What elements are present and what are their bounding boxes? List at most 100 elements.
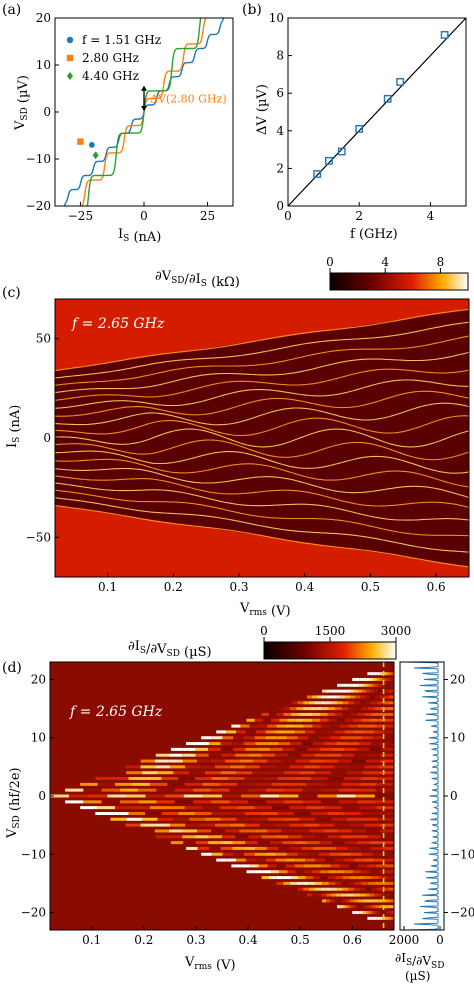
- legend-label: 2.80 GHz: [82, 51, 139, 65]
- frequency-annotation: f = 2.65 GHz: [69, 704, 163, 720]
- delta-v-arrowhead-top: [141, 85, 147, 91]
- shapiro-step-line: [55, 467, 469, 498]
- colorbar-gradient: [263, 641, 397, 660]
- data-marker-square: [77, 138, 84, 145]
- data-marker-diamond: [92, 151, 99, 160]
- side-x-tick-label: 0: [436, 933, 444, 947]
- colorbar-label-part: (kΩ): [207, 275, 240, 290]
- c-y-tick-label: 0: [43, 431, 51, 445]
- legend-label: 4.40 GHz: [82, 69, 139, 83]
- a-ylabel-part: (µV): [16, 75, 31, 107]
- shapiro-step-line: [55, 482, 469, 521]
- shapiro-step-line: [55, 475, 469, 508]
- shapiro-step-line: [55, 415, 469, 437]
- shapiro-step-line: [55, 321, 469, 379]
- colorbar-gradient: [329, 272, 469, 291]
- side-xlabel-part: ∂I: [395, 951, 406, 965]
- colorbar-tick-label: 3000: [381, 624, 412, 638]
- c-ylabel-part: I: [5, 443, 20, 448]
- d-y-tick-label: −20: [21, 906, 46, 920]
- c-x-tick-label: 0.3: [229, 580, 248, 594]
- d-x-tick-label: 0.5: [291, 933, 310, 947]
- linecut-profile: [405, 661, 439, 931]
- data-marker-circle: [88, 141, 96, 149]
- b-x-tick-label: 2: [355, 209, 363, 223]
- d-ylabel-part: V: [5, 828, 20, 839]
- d-xlabel-sub: rms: [194, 962, 212, 972]
- panel-b-axes: 0 2 4 0 2 4 6 8 10 f (GHz) ΔV (µV): [255, 11, 435, 242]
- side-y-tick-label: 0: [450, 789, 458, 803]
- b-y-tick-label: 6: [276, 86, 284, 100]
- d-xlabel-part: V: [184, 955, 195, 970]
- a-ylabel: VSD (µV): [13, 75, 31, 131]
- panel-d: (d) 0 1500 3000∂IS/∂VSD (µS) f = 2.65 GHz …: [2, 624, 474, 983]
- colorbar-label: ∂VSD/∂IS (kΩ): [155, 269, 240, 290]
- colorbar-label-part: (µS): [180, 645, 212, 660]
- d-y-tick-label: 20: [31, 672, 46, 686]
- a-xlabel: IS (nA): [118, 227, 161, 245]
- b-y-tick-label: 0: [276, 199, 284, 213]
- d-xlabel: Vrms (V): [184, 955, 236, 973]
- shapiro-step-line: [55, 402, 469, 426]
- shapiro-step-line: [55, 308, 469, 372]
- panel-c-letter: (c): [2, 285, 21, 301]
- colorbar-tick-label: 8: [437, 255, 445, 269]
- panel-a-legend: f = 1.51 GHz 2.80 GHz 4.40 GHz: [66, 33, 161, 83]
- colorbar-label-sub: S: [201, 279, 207, 289]
- a-x-tick-label: −25: [68, 209, 93, 223]
- fit-line: [287, 17, 467, 207]
- shapiro-step-line: [55, 379, 469, 409]
- legend-marker-diamond: [67, 72, 73, 80]
- side-xlabel-sub: S: [406, 958, 412, 968]
- colorbar-label-sub: SD: [167, 649, 180, 659]
- c-x-tick-label: 0.1: [98, 580, 117, 594]
- d-x-tick-label: 0.1: [82, 933, 101, 947]
- side-y-tick-label: 10: [450, 731, 465, 745]
- a-x-tick-label: 25: [200, 209, 215, 223]
- data-point-square: [440, 31, 449, 39]
- shapiro-step-line: [55, 489, 469, 537]
- c-ylabel-sub: S: [12, 437, 22, 443]
- colorbar-label-part: ∂V: [155, 269, 172, 284]
- legend-marker-circle: [66, 36, 74, 44]
- panel-d-colorbar: 0 1500 3000 ∂IS/∂VSD (µS): [128, 624, 411, 660]
- legend-marker-square: [66, 54, 74, 62]
- a-x-tick-label: 0: [140, 209, 148, 223]
- c-x-tick-label: 0.5: [361, 580, 380, 594]
- c-y-tick-label: −50: [26, 530, 51, 544]
- d-x-tick-label: 0.2: [134, 933, 153, 947]
- c-ylabel: IS (nA): [5, 405, 23, 448]
- shapiro-step-line: [55, 390, 469, 417]
- c-xlabel: Vrms (V): [239, 601, 291, 619]
- side-xunit: (µS): [405, 969, 430, 983]
- delta-v-arrowhead-bottom: [141, 106, 147, 111]
- colorbar-tick-label: 1500: [315, 624, 346, 638]
- shapiro-step-line: [55, 497, 469, 553]
- a-y-tick-label: 20: [36, 11, 51, 25]
- colorbar-tick-label: 0: [326, 255, 334, 269]
- d-y-tick-label: −10: [21, 847, 46, 861]
- vsd-curve: [86, 18, 202, 206]
- a-y-tick-label: −20: [26, 199, 51, 213]
- panel-b-frame: [287, 17, 467, 207]
- d-x-tick-label: 0.3: [186, 933, 205, 947]
- b-ylabel: ΔV (µV): [255, 84, 270, 135]
- data-point-square: [396, 78, 405, 86]
- side-y-tick-label: −10: [450, 847, 474, 861]
- a-xlabel-part: I: [118, 227, 123, 242]
- panel-a-plot: [63, 18, 225, 206]
- a-xlabel-sub: S: [123, 234, 129, 244]
- frequency-annotation: f = 2.65 GHz: [71, 316, 165, 332]
- c-ylabel-part: (nA): [8, 405, 23, 437]
- b-xlabel-part: f (GHz): [350, 227, 398, 242]
- shapiro-step-line: [55, 458, 469, 488]
- shapiro-step-line: [55, 428, 469, 448]
- shapiro-step-line: [55, 351, 469, 394]
- panel-a-letter: (a): [2, 2, 21, 18]
- panel-c-heatmap: f = 2.65 GHz: [55, 299, 469, 577]
- data-point-square: [325, 156, 333, 165]
- colorbar-label-sub: S: [140, 646, 146, 656]
- panel-b: (b) 0 2 4 0 2 4 6 8 10 f (GHz) ΔV (µV): [242, 2, 467, 242]
- shapiro-step-line: [55, 368, 469, 401]
- data-point-square: [383, 94, 392, 103]
